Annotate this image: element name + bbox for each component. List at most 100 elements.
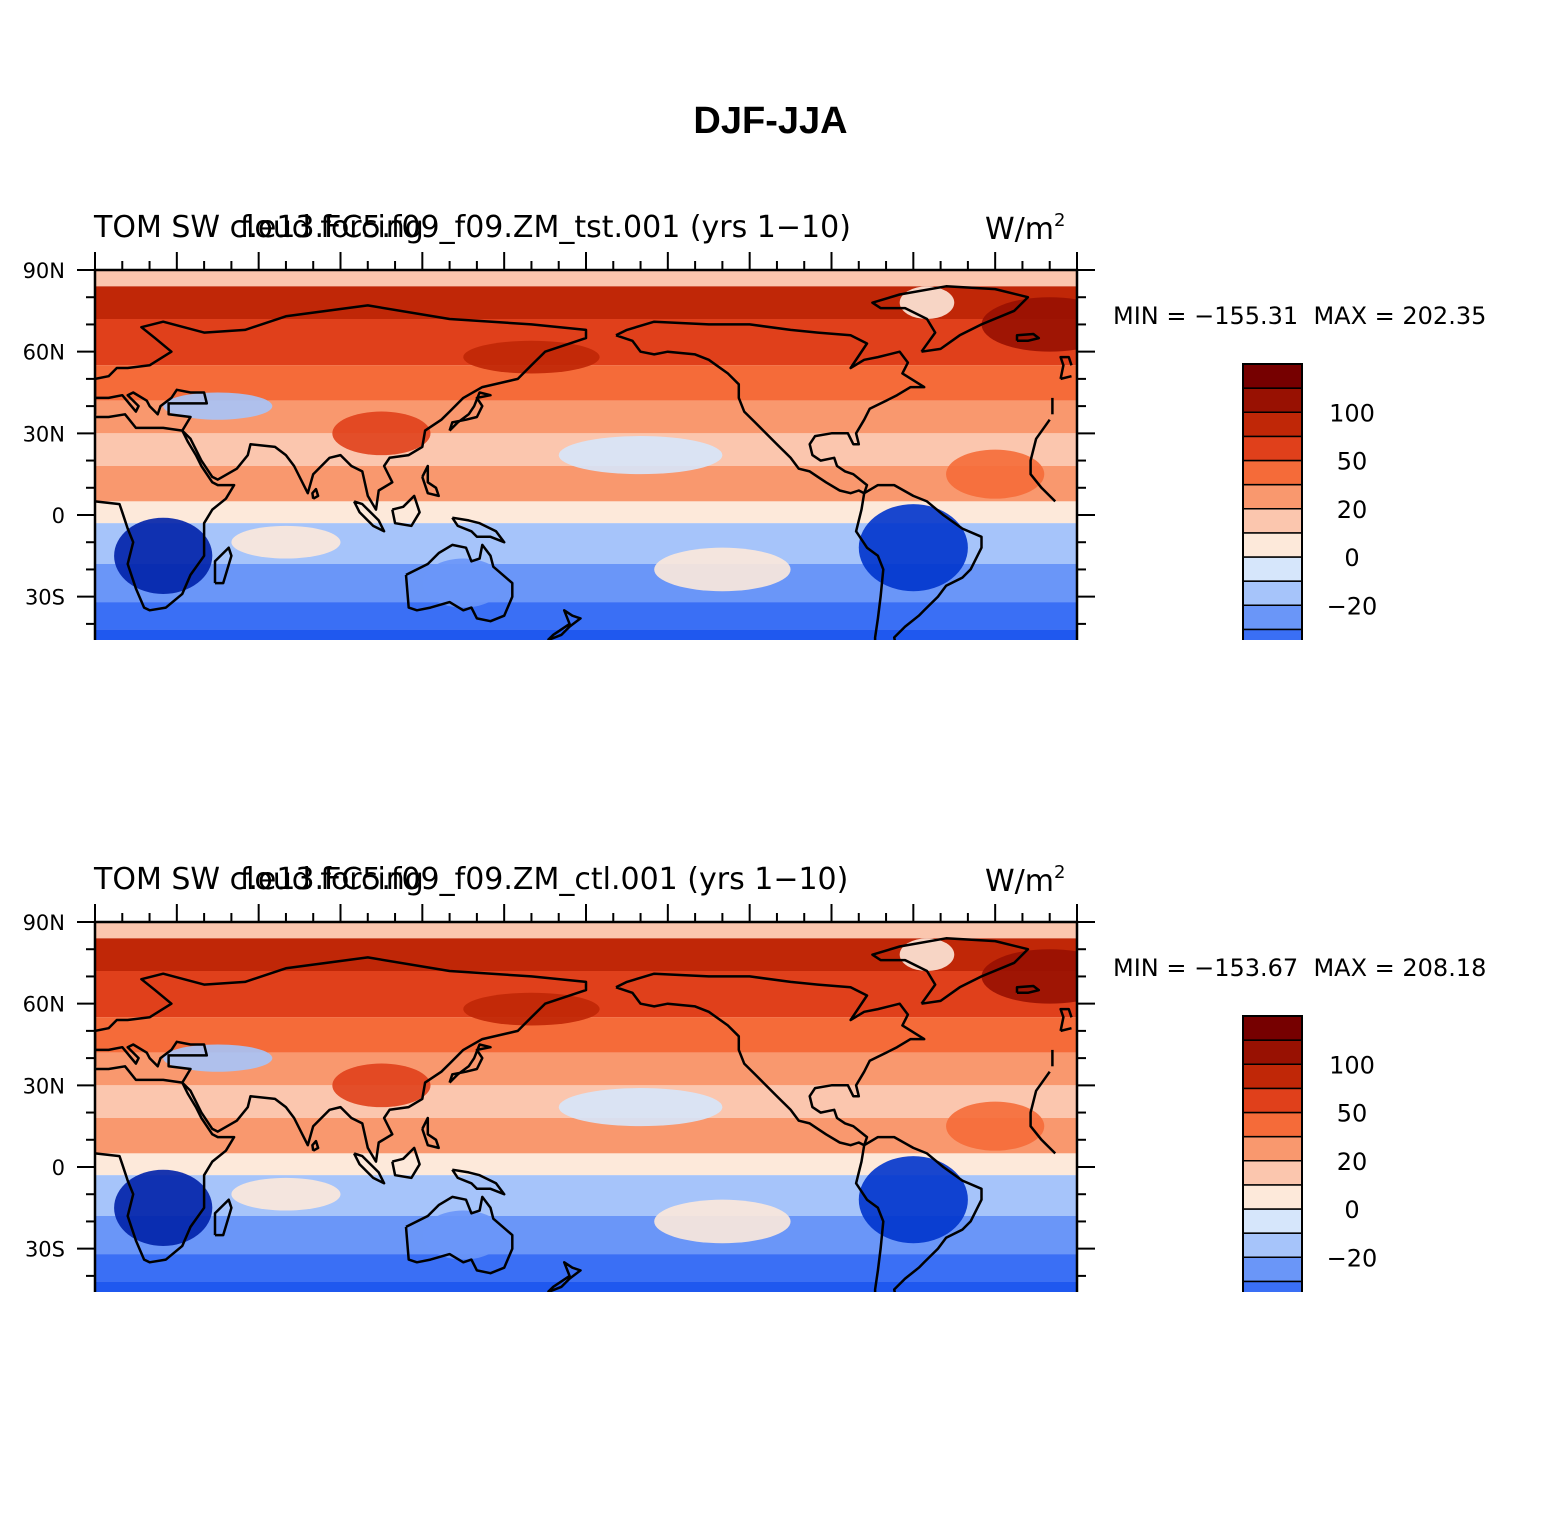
- coastline-philippines: [421, 464, 440, 498]
- colorbar-box: [1242, 1184, 1303, 1210]
- coastline-iceland: [1015, 984, 1041, 995]
- forcing-anomaly: [332, 411, 431, 456]
- forcing-anomaly: [463, 340, 600, 374]
- lat-label: 0: [52, 1156, 65, 1180]
- lat-label: 60N: [23, 993, 65, 1017]
- coastline-sumatra: [352, 500, 386, 533]
- forcing-band: [95, 922, 1077, 939]
- colorbar-label: 20: [1337, 496, 1368, 524]
- forcing-anomaly: [981, 949, 1077, 1004]
- map-panel-tst: TOM SW cloud forcing f.e13.FC5.f09_f09.Z…: [0, 0, 1541, 640]
- forcing-anomaly: [558, 1088, 723, 1127]
- coastline-newzealand: [546, 1261, 582, 1292]
- coastline-borneo: [391, 494, 421, 528]
- forcing-anomaly: [163, 1044, 273, 1072]
- forcing-anomaly: [463, 992, 600, 1026]
- lat-label: 30S: [25, 586, 65, 610]
- colorbar-label: −20: [1327, 592, 1378, 620]
- coastline-samerica: [854, 483, 983, 640]
- colorbar-label: 50: [1337, 1100, 1368, 1128]
- cloud-forcing-field: [95, 922, 1077, 1292]
- colorbar-box: [1242, 532, 1303, 558]
- forcing-band: [95, 466, 1077, 502]
- forcing-band: [95, 602, 1077, 630]
- forcing-anomaly: [163, 392, 273, 420]
- cloud-forcing-field: [95, 270, 1077, 640]
- forcing-anomaly: [981, 297, 1077, 352]
- coastline-greenland: [871, 937, 1030, 1005]
- coastline-iceland: [1015, 332, 1041, 343]
- coastline-newguinea: [451, 516, 506, 544]
- colorbar-box: [1242, 1208, 1303, 1234]
- left-title: TOM SW cloud forcing: [94, 210, 424, 245]
- colorbar-label: 100: [1329, 399, 1375, 427]
- coastline-africa: [95, 413, 236, 612]
- forcing-band: [95, 1281, 1077, 1292]
- colorbar-box: [1242, 1280, 1303, 1292]
- coastline-australia: [404, 543, 514, 623]
- colorbar-box: [1242, 435, 1303, 462]
- units-label: W/m2: [985, 862, 1066, 899]
- forcing-band: [95, 365, 1077, 401]
- colorbar-frame: [1242, 363, 1303, 640]
- forcing-anomaly: [231, 525, 341, 559]
- colorbar-box: [1242, 556, 1303, 582]
- colorbar-frame: [1242, 1015, 1303, 1292]
- forcing-band: [95, 270, 1077, 287]
- min-max-stats: MIN = −153.67 MAX = 208.18: [1113, 954, 1487, 982]
- coastline-australia: [404, 1195, 514, 1275]
- coastline-srilanka: [311, 487, 320, 500]
- forcing-anomaly: [114, 1169, 213, 1246]
- coastlines: [95, 285, 1073, 640]
- colorbar-label: 0: [1344, 544, 1359, 572]
- forcing-anomaly: [946, 1101, 1045, 1151]
- coastline-newguinea: [451, 1168, 506, 1196]
- coastline-africa: [1029, 418, 1057, 503]
- colorbar-box: [1242, 1232, 1303, 1258]
- forcing-anomaly: [899, 286, 955, 319]
- coastline-greenland: [871, 285, 1030, 353]
- colorbar-box: [1242, 1135, 1303, 1162]
- forcing-band: [95, 501, 1077, 524]
- coastline-namerica: [615, 320, 926, 495]
- colorbar-box: [1242, 363, 1303, 389]
- forcing-anomaly: [231, 1177, 341, 1211]
- map-svg: 90N60N30N030S60S90S030E60E90E120E150E180…: [23, 904, 1377, 1292]
- forcing-band: [95, 1118, 1077, 1154]
- colorbar-box: [1242, 628, 1303, 640]
- coastline-samerica: [854, 1135, 983, 1292]
- units-label: W/m2: [985, 210, 1066, 247]
- lat-label: 60N: [23, 341, 65, 365]
- colorbar-box: [1242, 604, 1303, 631]
- colorbar-box: [1242, 1160, 1303, 1186]
- coastline-eurasia: [95, 304, 588, 511]
- forcing-anomaly: [558, 436, 723, 475]
- coastline-britain: [1060, 1026, 1072, 1033]
- forcing-anomaly: [114, 517, 213, 594]
- forcing-anomaly: [332, 1063, 431, 1108]
- forcing-anomaly: [899, 938, 955, 971]
- colorbar-box: [1242, 459, 1303, 486]
- lat-label: 90N: [23, 911, 65, 935]
- colorbar-box: [1242, 580, 1303, 606]
- coastline-japan: [448, 391, 492, 432]
- lat-label: 30S: [25, 1238, 65, 1262]
- center-title: f.e13.FC5.f09_f09.ZM_tst.001 (yrs 1−10): [240, 210, 851, 245]
- coastline-newzealand: [546, 609, 582, 640]
- center-title: f.e13.FC5.f09_f09.ZM_ctl.001 (yrs 1−10): [240, 862, 849, 897]
- colorbar-box: [1242, 1015, 1303, 1041]
- forcing-anomaly: [654, 547, 791, 592]
- colorbar-box: [1242, 1039, 1303, 1065]
- forcing-band: [95, 629, 1077, 640]
- forcing-band: [95, 1254, 1077, 1282]
- colorbar-box: [1242, 483, 1303, 510]
- colorbar-label: 100: [1329, 1051, 1375, 1079]
- coastline-namerica: [615, 972, 926, 1147]
- forcing-anomaly: [654, 1199, 791, 1244]
- colorbar-box: [1242, 1063, 1303, 1090]
- forcing-anomaly: [422, 558, 505, 608]
- map-panel-ctl: TOM SW cloud forcing f.e13.FC5.f09_f09.Z…: [0, 652, 1541, 1292]
- left-title: TOM SW cloud forcing: [94, 862, 424, 897]
- coastline-madagascar: [213, 546, 233, 585]
